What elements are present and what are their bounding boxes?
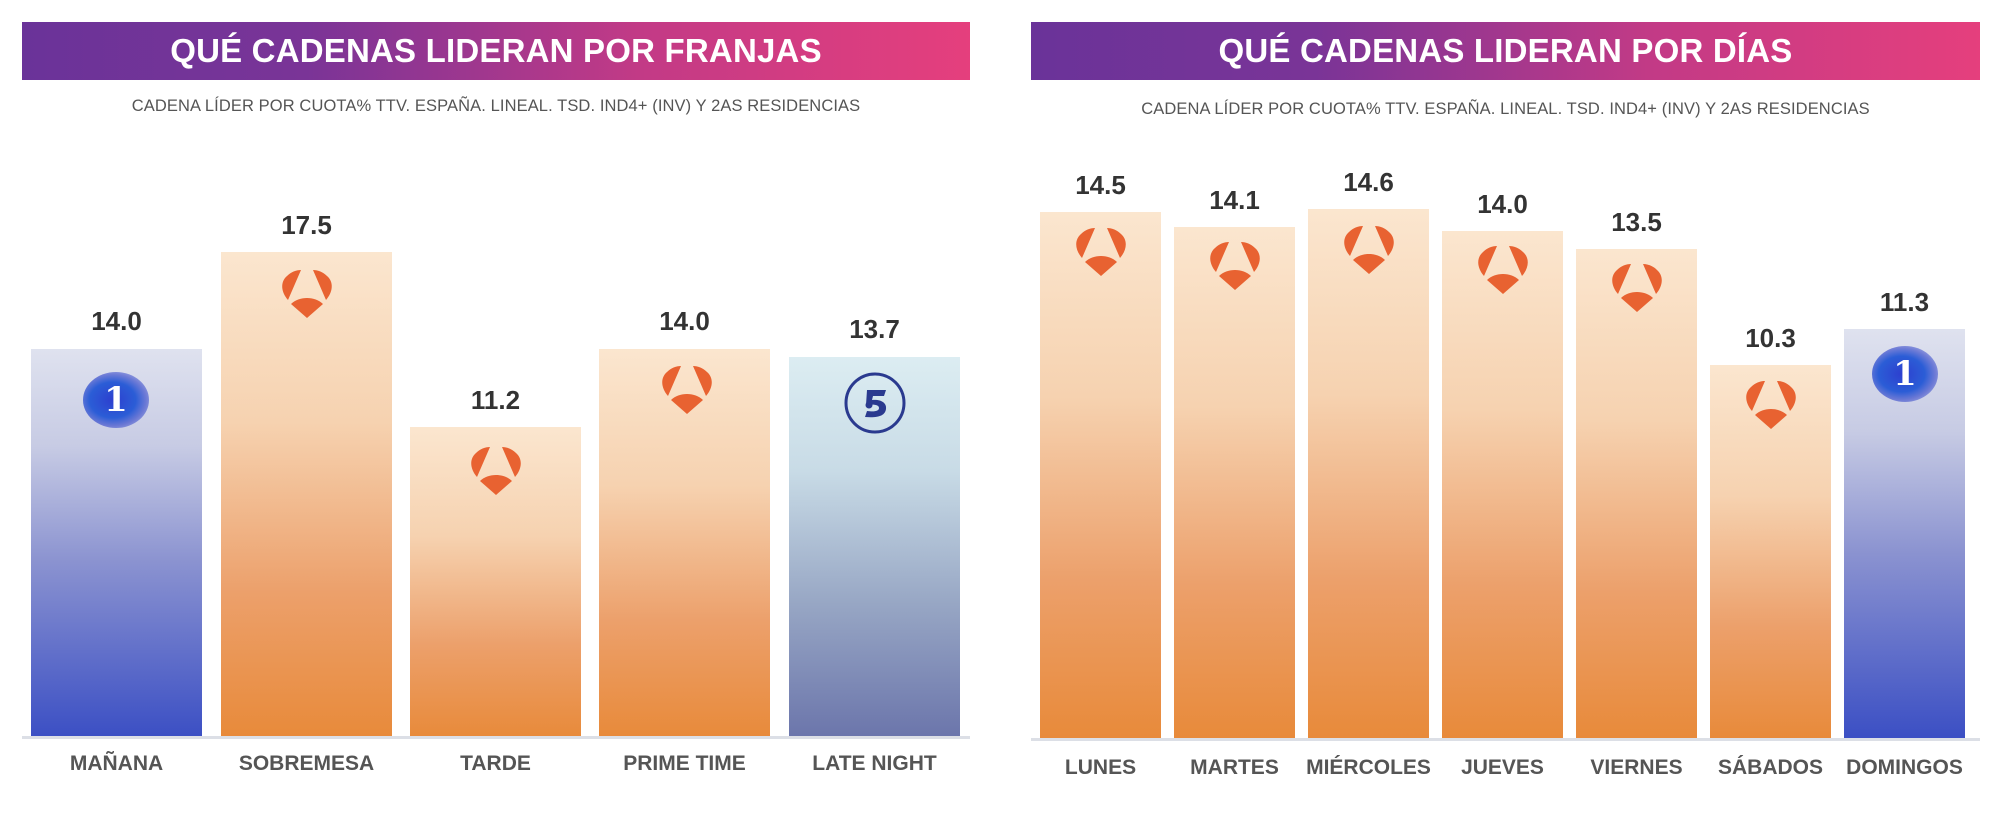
bar-category-label: SOBREMESA bbox=[238, 752, 375, 775]
bar-value: 13.5 bbox=[1611, 207, 1662, 237]
bar-value: 14.1 bbox=[1209, 185, 1260, 215]
bar-category-label: VIERNES bbox=[1590, 756, 1683, 779]
bar-value: 10.3 bbox=[1745, 323, 1796, 353]
antena3-logo-icon bbox=[1743, 379, 1799, 431]
antena3-logo-icon bbox=[1073, 226, 1129, 278]
dias-chart-panel: QUÉ CADENAS LIDERAN POR DÍAS CADENA LÍDE… bbox=[1000, 0, 2000, 817]
bar-category-label: SÁBADOS bbox=[1717, 756, 1823, 779]
antena3-logo-icon bbox=[279, 268, 335, 320]
bar-category-label: DOMINGOS bbox=[1846, 756, 1963, 779]
franjas-chart-subtitle: CADENA LÍDER POR CUOTA% TTV. ESPAÑA. LIN… bbox=[131, 97, 861, 115]
franjas-chart-panel: QUÉ CADENAS LIDERAN POR FRANJAS CADENA L… bbox=[22, 22, 970, 775]
bar-value: 14.5 bbox=[1075, 170, 1126, 200]
bar-category-label: JUEVES bbox=[1461, 756, 1544, 779]
dias-title-text: QUÉ CADENAS LIDERAN POR DÍAS bbox=[1218, 32, 1793, 69]
bar-rect bbox=[1040, 212, 1161, 739]
bar-value: 13.7 bbox=[849, 314, 900, 344]
antena3-logo-icon bbox=[1609, 262, 1665, 314]
antena3-logo-icon bbox=[468, 445, 524, 497]
bar-value: 14.0 bbox=[659, 306, 710, 336]
bar-rect bbox=[599, 349, 770, 738]
bar-category-label: TARDE bbox=[460, 752, 531, 775]
bar-category-label: PRIME TIME bbox=[623, 752, 746, 775]
bar-rect bbox=[1174, 227, 1295, 739]
bar-category-label: MARTES bbox=[1190, 756, 1279, 779]
bar-value: 11.2 bbox=[470, 385, 521, 415]
antena3-logo-icon bbox=[1341, 224, 1397, 276]
bar-value: 14.6 bbox=[1343, 167, 1394, 197]
bar-rect bbox=[1308, 209, 1429, 739]
bar-rect bbox=[789, 357, 960, 738]
bar-value: 11.3 bbox=[1879, 287, 1930, 317]
bar-category-label: LUNES bbox=[1064, 756, 1137, 779]
la1-logo-icon: 1 bbox=[83, 372, 149, 428]
franjas-chart-title: QUÉ CADENAS LIDERAN POR FRANJAS bbox=[22, 22, 970, 80]
bar-rect bbox=[1442, 231, 1563, 739]
antena3-logo-icon bbox=[1475, 244, 1531, 296]
bar-value: 17.5 bbox=[281, 210, 332, 240]
bar-value: 14.0 bbox=[1477, 189, 1528, 219]
dias-chart-subtitle: CADENA LÍDER POR CUOTA% TTV. ESPAÑA. LIN… bbox=[1141, 100, 1870, 118]
franjas-title-text: QUÉ CADENAS LIDERAN POR FRANJAS bbox=[170, 32, 822, 69]
telecinco-logo-icon bbox=[843, 371, 907, 435]
bar-value: 14.0 bbox=[91, 306, 142, 336]
dias-chart-title: QUÉ CADENAS LIDERAN POR DÍAS bbox=[1031, 22, 1980, 80]
bar-category-label: MIÉRCOLES bbox=[1306, 756, 1431, 779]
bar-category-label: MAÑANA bbox=[69, 752, 164, 775]
antena3-logo-icon bbox=[1207, 240, 1263, 292]
bar-category-label: LATE NIGHT bbox=[812, 752, 937, 775]
bar-rect bbox=[221, 252, 392, 738]
bar-rect bbox=[1576, 249, 1697, 739]
x-axis-baseline bbox=[1031, 738, 1980, 741]
x-axis-baseline bbox=[22, 736, 970, 739]
la1-logo-icon: 1 bbox=[1872, 346, 1938, 402]
antena3-logo-icon bbox=[659, 364, 715, 416]
